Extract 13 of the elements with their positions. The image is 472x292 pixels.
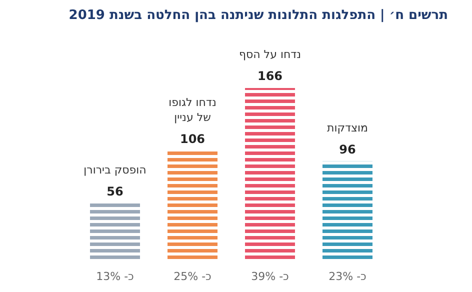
- annotation: מוצדקות: [326, 121, 368, 134]
- data-label: 56: [106, 184, 124, 198]
- annotation: נדחו על הסף: [238, 48, 302, 61]
- data-label: 96: [339, 142, 356, 156]
- x-tick-label: כ- 39%: [251, 270, 290, 283]
- x-tick-label: כ- 23%: [328, 270, 367, 283]
- data-label: 106: [180, 132, 206, 146]
- x-tick-label: כ- 13%: [96, 270, 134, 283]
- annotation: נדחו לגופו של עניין: [168, 96, 216, 124]
- annotation: הופסק בירורן: [84, 163, 146, 176]
- x-tick-label: כ- 25%: [174, 270, 212, 283]
- chart-title: תרשים ח׳ | התפלגות התלונות שניתנה בהן החלטה בשנת 2019: [68, 8, 448, 23]
- data-label: 166: [257, 69, 283, 83]
